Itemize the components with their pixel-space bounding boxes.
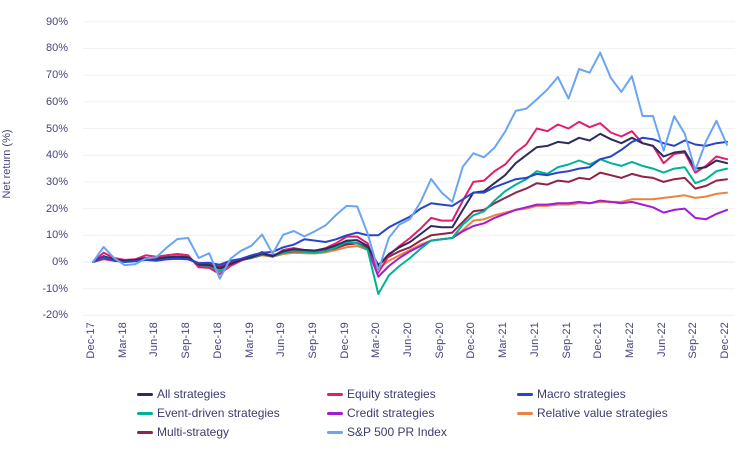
x-tick-label: Sep-19 — [307, 322, 319, 359]
legend-item: Equity strategies — [327, 385, 436, 403]
series-line-equity-strategies — [92, 120, 728, 275]
legend-swatch-icon — [137, 392, 153, 396]
x-tick-label: Dec-17 — [85, 322, 97, 359]
legend-label: Macro strategies — [537, 387, 626, 401]
legend-label: Equity strategies — [347, 387, 436, 401]
y-tick-label: 80% — [45, 42, 68, 54]
x-tick-label: Jun-20 — [402, 322, 414, 357]
x-tick-label: Dec-20 — [465, 322, 477, 359]
legend-swatch-icon — [137, 411, 153, 415]
legend-swatch-icon — [327, 430, 343, 434]
series-line-s-p-500-pr-index — [92, 51, 728, 280]
x-tick-label: Mar-21 — [497, 322, 509, 359]
y-tick-label: 30% — [45, 176, 68, 188]
x-tick-label: Dec-22 — [719, 322, 731, 359]
x-tick-label: Dec-18 — [212, 322, 224, 359]
x-tick-label: Sep-22 — [687, 322, 699, 359]
x-tick-label: Jun-21 — [529, 322, 541, 357]
y-tick-label: 90% — [45, 16, 68, 28]
legend-swatch-icon — [327, 411, 343, 415]
legend-label: S&P 500 PR Index — [347, 425, 447, 439]
y-tick-label: -20% — [42, 309, 68, 321]
x-tick-label: Mar-19 — [244, 322, 256, 359]
legend-item: Credit strategies — [327, 404, 434, 422]
x-tick-label: Jun-22 — [656, 322, 668, 357]
x-tick-label: Dec-21 — [592, 322, 604, 359]
legend-label: Multi-strategy — [157, 425, 230, 439]
legend-label: All strategies — [157, 387, 226, 401]
y-tick-label: 20% — [45, 203, 68, 215]
x-tick-label: Sep-18 — [180, 322, 192, 359]
x-tick-label: Dec-19 — [339, 322, 351, 359]
legend-label: Event-driven strategies — [157, 406, 280, 420]
legend-label: Relative value strategies — [537, 406, 668, 420]
x-tick-label: Mar-22 — [624, 322, 636, 359]
legend-swatch-icon — [517, 411, 533, 415]
x-tick-label: Jun-18 — [148, 322, 160, 357]
y-axis-title: Net return (%) — [1, 129, 13, 199]
legend-item: All strategies — [137, 385, 226, 403]
x-tick-label: Sep-20 — [434, 322, 446, 359]
legend-swatch-icon — [137, 430, 153, 434]
series-line-all-strategies — [92, 132, 728, 270]
y-tick-label: 40% — [45, 149, 68, 161]
legend-label: Credit strategies — [347, 406, 435, 420]
series-line-event-driven-strategies — [92, 158, 728, 295]
y-tick-label: 50% — [45, 123, 68, 135]
y-tick-label: 10% — [45, 229, 68, 241]
legend-swatch-icon — [327, 392, 343, 396]
legend-item: Multi-strategy — [137, 423, 229, 441]
y-tick-label: 60% — [45, 96, 68, 108]
legend-item: S&P 500 PR Index — [327, 423, 447, 441]
legend-item: Relative value strategies — [517, 404, 668, 422]
x-tick-label: Sep-21 — [561, 322, 573, 359]
y-tick-label: -10% — [42, 283, 68, 295]
x-tick-label: Jun-19 — [275, 322, 287, 357]
y-tick-label: 70% — [45, 69, 68, 81]
legend-swatch-icon — [517, 392, 533, 396]
x-tick-label: Mar-20 — [370, 322, 382, 359]
y-tick-label: 0% — [52, 256, 68, 268]
legend-item: Macro strategies — [517, 385, 626, 403]
legend-item: Event-driven strategies — [137, 404, 280, 422]
x-tick-label: Mar-18 — [117, 322, 129, 359]
series-line-macro-strategies — [92, 136, 728, 266]
